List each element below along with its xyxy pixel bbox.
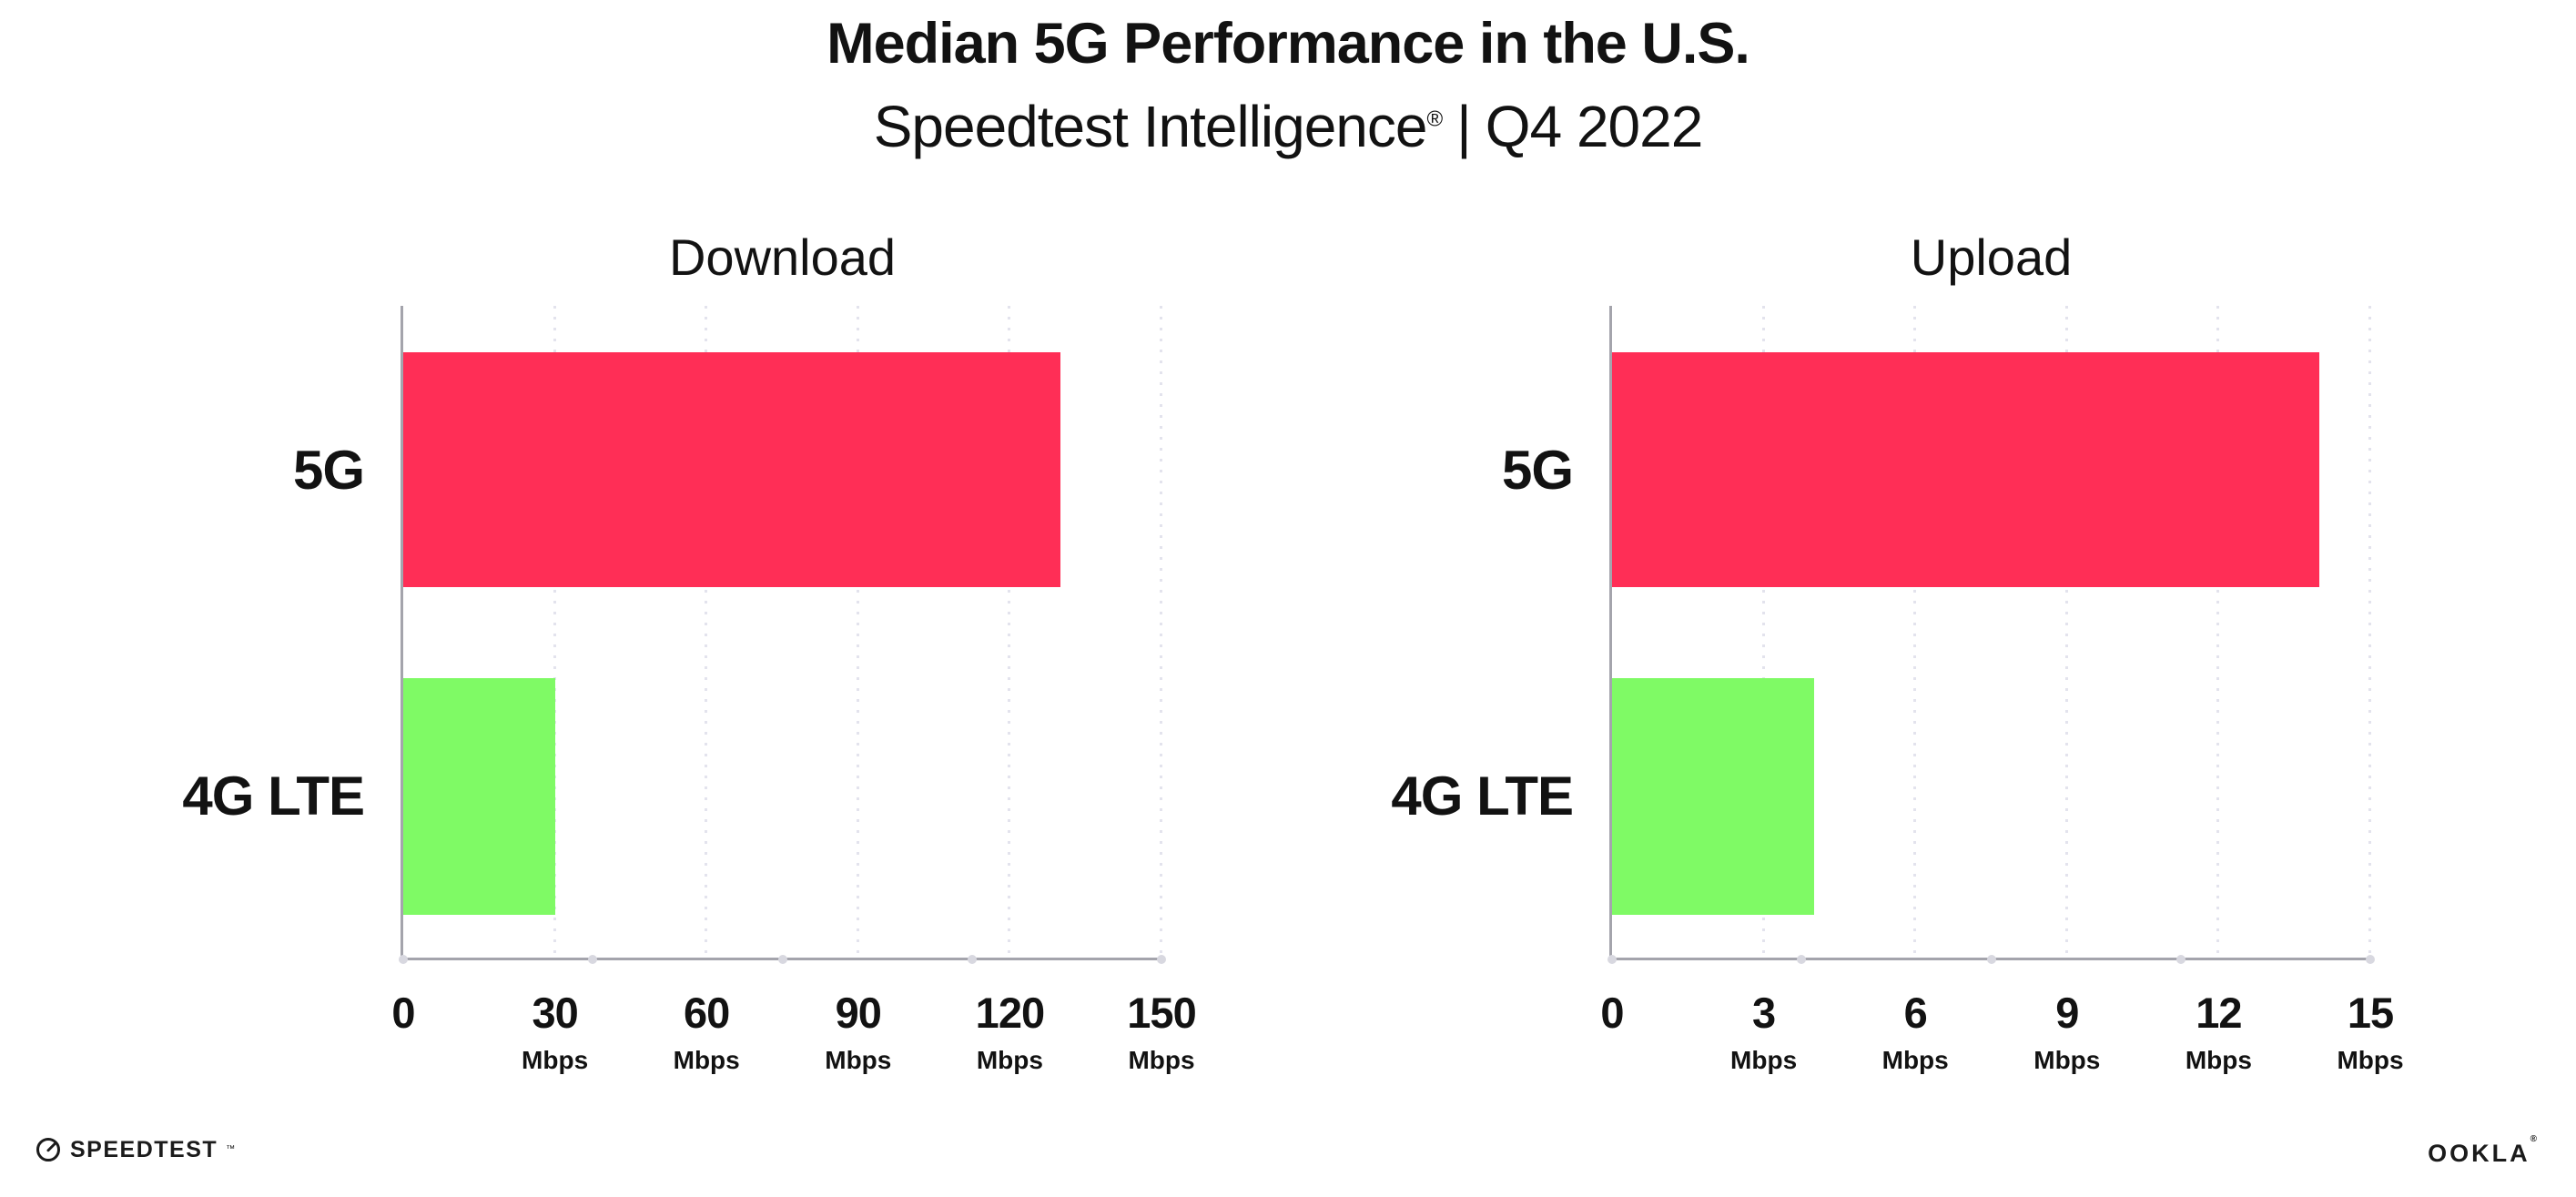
tick-value: 3: [1752, 989, 1776, 1037]
x-tick-15-mbps: 15 Mbps: [2337, 988, 2403, 1075]
tick-value: 150: [1127, 989, 1196, 1037]
category-label-4g-lte: 4G LTE: [182, 765, 365, 827]
gridline-120-mbps: [1008, 306, 1011, 958]
gridline-15-mbps: [2368, 306, 2371, 958]
tick-unit: Mbps: [673, 1046, 740, 1074]
x-tick-150-mbps: 150 Mbps: [1127, 988, 1196, 1075]
x-tick-3-mbps: 3 Mbps: [1730, 988, 1797, 1075]
gridline-6-mbps: [1913, 306, 1917, 958]
ookla-wordmark: OOKLA: [2428, 1140, 2530, 1167]
x-tick-9-mbps: 9 Mbps: [2033, 988, 2100, 1075]
bar-4g-lte: [403, 678, 555, 915]
axis-marker-dot: [588, 955, 598, 964]
chart-title-upload: Upload: [1910, 228, 2073, 286]
tick-value: 15: [2347, 989, 2394, 1037]
tick-value: 30: [532, 989, 578, 1037]
axis-marker-dot: [2366, 955, 2375, 964]
category-label-4g-lte: 4G LTE: [1391, 765, 1574, 827]
tick-unit: Mbps: [2185, 1046, 2252, 1074]
category-label-5g: 5G: [1501, 439, 1574, 501]
gridline-60-mbps: [705, 306, 708, 958]
page-subtitle: Speedtest Intelligence® | Q4 2022: [0, 93, 2576, 160]
x-tick-0: 0: [391, 988, 415, 1038]
x-tick-0: 0: [1600, 988, 1624, 1038]
axis-marker-dot: [777, 955, 787, 964]
x-tick-60-mbps: 60 Mbps: [674, 988, 740, 1075]
speedtest-logo: SPEEDTEST ™: [35, 1136, 235, 1163]
gridline-90-mbps: [856, 306, 859, 958]
axis-marker-dot: [967, 955, 977, 964]
gridline-12-mbps: [2216, 306, 2220, 958]
axis-marker-dot: [1986, 955, 1996, 964]
tick-unit: Mbps: [2033, 1046, 2101, 1074]
page-title: Median 5G Performance in the U.S.: [827, 12, 1750, 76]
gridline-30-mbps: [553, 306, 556, 958]
tick-unit: Mbps: [1730, 1046, 1798, 1074]
tick-unit: Mbps: [976, 1046, 1043, 1074]
category-label-5g: 5G: [292, 439, 365, 501]
gridline-3-mbps: [1761, 306, 1765, 958]
x-tick-90-mbps: 90 Mbps: [825, 988, 891, 1075]
x-tick-30-mbps: 30 Mbps: [522, 988, 588, 1075]
tick-value: 60: [684, 989, 730, 1037]
tick-value: 12: [2196, 989, 2242, 1037]
bar-5g: [1612, 352, 2320, 587]
ookla-registered-mark: ®: [2530, 1134, 2540, 1144]
axis-marker-dot: [399, 955, 408, 964]
plot-area-download: [399, 306, 1166, 964]
speedtest-wordmark: SPEEDTEST: [70, 1136, 218, 1162]
tick-unit: Mbps: [2337, 1046, 2404, 1074]
gauge-icon: [35, 1136, 62, 1163]
subtitle-period: Q4 2022: [1485, 94, 1704, 159]
axis-marker-dot: [1797, 955, 1807, 964]
tick-value: 90: [835, 989, 882, 1037]
gridline-150-mbps: [1160, 306, 1162, 958]
tick-unit: Mbps: [1881, 1046, 1949, 1074]
axis-marker-dot: [1607, 955, 1617, 964]
axis-marker-dot: [1157, 955, 1166, 964]
tick-value: 9: [2055, 989, 2079, 1037]
bar-5g: [403, 352, 1060, 587]
x-tick-6-mbps: 6 Mbps: [1882, 988, 1949, 1075]
plot-area-upload: [1607, 306, 2375, 964]
tick-value: 6: [1903, 989, 1928, 1037]
tick-unit: Mbps: [1128, 1046, 1195, 1074]
tick-value: 0: [1600, 989, 1624, 1037]
x-tick-12-mbps: 12 Mbps: [2186, 988, 2252, 1075]
bar-4g-lte: [1612, 678, 1815, 915]
tick-unit: Mbps: [522, 1046, 589, 1074]
axis-marker-dot: [2175, 955, 2186, 964]
chart-title-download: Download: [668, 228, 897, 286]
ookla-logo: OOKLA®: [2428, 1135, 2540, 1168]
x-tick-120-mbps: 120 Mbps: [975, 988, 1045, 1075]
registered-mark: ®: [1426, 107, 1443, 132]
tick-unit: Mbps: [825, 1046, 892, 1074]
tick-value: 120: [975, 989, 1045, 1037]
gridline-9-mbps: [2064, 306, 2068, 958]
subtitle-brand: Speedtest Intelligence: [873, 94, 1428, 159]
tick-value: 0: [391, 989, 415, 1037]
subtitle-separator: |: [1456, 94, 1472, 159]
